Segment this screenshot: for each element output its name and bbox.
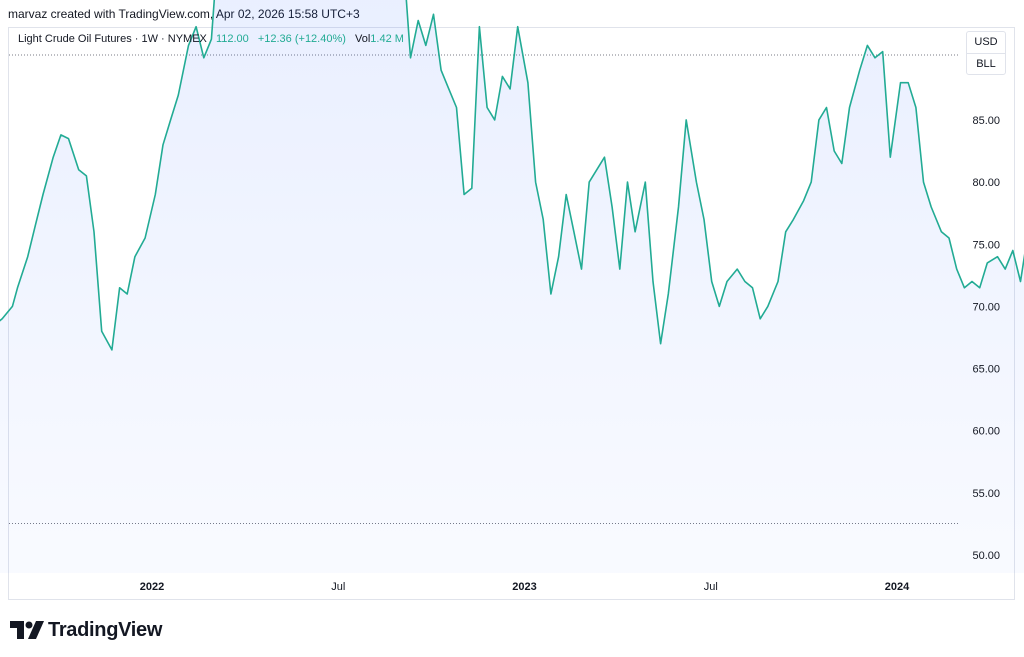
y-tick-label: 50.00 [972, 550, 1000, 562]
x-tick-label: Jul [704, 581, 718, 593]
legend-price: 112.00 [215, 33, 249, 45]
legend-vol-value: 1.42 M [370, 33, 404, 45]
legend-vol-label: Vol [354, 33, 371, 45]
x-tick-label: 2023 [512, 581, 536, 593]
x-tick-label: Jul [331, 581, 345, 593]
y-tick-label: 85.00 [972, 115, 1000, 127]
y-tick-label: 80.00 [972, 177, 1000, 189]
y-tick-label: 65.00 [972, 364, 1000, 376]
y-tick-label: 75.00 [972, 239, 1000, 251]
unit-label[interactable]: BLL [976, 58, 996, 70]
tradingview-logo-icon [10, 621, 44, 639]
currency-label[interactable]: USD [974, 36, 998, 48]
legend-change: +12.36 (+12.40%) [257, 33, 346, 45]
chart-legend: Light Crude Oil Futures · 1W · NYMEX 112… [18, 33, 404, 45]
y-tick-label: 55.00 [972, 488, 1000, 500]
tradingview-logo[interactable]: TradingView [10, 619, 162, 641]
x-tick-label: 2022 [140, 581, 164, 593]
series-line [0, 0, 1024, 351]
y-tick-label: 70.00 [972, 301, 1000, 313]
legend-symbol: Light Crude Oil Futures · 1W · NYMEX [18, 33, 207, 45]
series-area-fill [0, 0, 1024, 573]
tradingview-logo-text: TradingView [48, 618, 163, 641]
y-tick-label: 60.00 [972, 426, 1000, 438]
x-tick-label: 2024 [885, 581, 910, 593]
currency-unit-selector[interactable]: USD BLL [966, 31, 1006, 75]
currency-divider [967, 53, 1005, 54]
y-tick-label: 95.00 [972, 0, 1000, 3]
